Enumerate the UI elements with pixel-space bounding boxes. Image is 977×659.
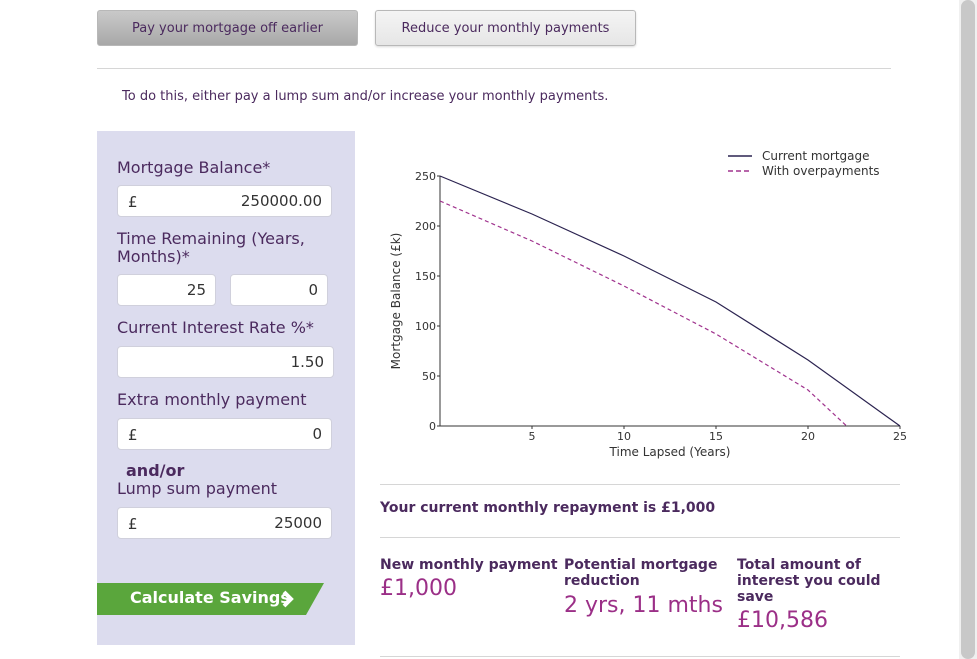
extra-payment-field[interactable]: £ 0: [117, 418, 332, 450]
balance-label: Mortgage Balance*: [117, 158, 271, 177]
x-axis-label: Time Lapsed (Years): [609, 445, 731, 459]
y-tick-label: 150: [415, 270, 436, 283]
extra-payment-value: 0: [312, 425, 322, 443]
extra-payment-label: Extra monthly payment: [117, 390, 307, 409]
interest-saving-label: Total amount of interest you could save: [737, 557, 881, 605]
balance-value: 250000.00: [240, 192, 322, 210]
divider: [97, 68, 891, 69]
scrollbar-thumb[interactable]: [961, 0, 975, 659]
legend-label: Current mortgage: [762, 149, 870, 163]
x-tick-label: 5: [529, 430, 536, 443]
x-tick-label: 25: [893, 430, 907, 443]
divider: [380, 484, 900, 485]
y-tick-label: 100: [415, 320, 436, 333]
current-repayment-text: Your current monthly repayment is £1,000: [380, 500, 716, 516]
divider: [380, 537, 900, 538]
button-background: [97, 583, 324, 615]
interest-rate-label: Current Interest Rate %*: [117, 318, 314, 337]
currency-symbol: £: [128, 515, 138, 533]
currency-symbol: £: [128, 193, 138, 211]
lump-sum-field[interactable]: £ 25000: [117, 507, 332, 539]
x-tick-label: 20: [801, 430, 815, 443]
series-line-1: [439, 175, 901, 427]
new-payment-value: £1,000: [380, 576, 457, 601]
interest-saving-value: £10,586: [737, 608, 828, 633]
y-tick-label: 50: [422, 370, 436, 383]
chevron-right-icon: [282, 590, 294, 608]
months-field[interactable]: 0: [230, 274, 328, 306]
mortgage-reduction-label: Potential mortgage reduction: [564, 557, 718, 589]
mortgage-reduction-value: 2 yrs, 11 mths: [564, 593, 723, 618]
interest-rate-value: 1.50: [290, 353, 324, 371]
calculate-savings-button[interactable]: Calculate Savings: [97, 583, 324, 615]
y-tick-label: 200: [415, 220, 436, 233]
time-remaining-label: Time Remaining (Years, Months)*: [117, 229, 305, 266]
tab-pay-off-earlier[interactable]: Pay your mortgage off earlier: [97, 10, 358, 46]
interest-rate-field[interactable]: 1.50: [117, 346, 334, 378]
y-tick-label: 250: [415, 170, 436, 183]
currency-symbol: £: [128, 426, 138, 444]
and-or-label: and/or: [126, 461, 185, 480]
legend-label: With overpayments: [762, 164, 880, 178]
intro-text: To do this, either pay a lump sum and/or…: [122, 89, 609, 104]
lump-sum-value: 25000: [274, 514, 322, 532]
y-tick-label: 0: [429, 420, 436, 433]
tab-reduce-monthly-payments[interactable]: Reduce your monthly payments: [375, 10, 636, 46]
new-payment-label: New monthly payment: [380, 557, 558, 573]
calculate-savings-label: Calculate Savings: [130, 588, 290, 607]
years-value: 25: [186, 281, 206, 299]
years-field[interactable]: 25: [117, 274, 216, 306]
months-value: 0: [308, 281, 318, 299]
y-axis-label: Mortgage Balance (£k): [389, 233, 403, 370]
divider: [380, 656, 900, 657]
balance-field[interactable]: £ 250000.00: [117, 185, 332, 217]
lump-sum-label: Lump sum payment: [117, 479, 278, 498]
series-line-2: [439, 200, 848, 427]
x-tick-label: 10: [617, 430, 631, 443]
x-tick-label: 15: [709, 430, 723, 443]
